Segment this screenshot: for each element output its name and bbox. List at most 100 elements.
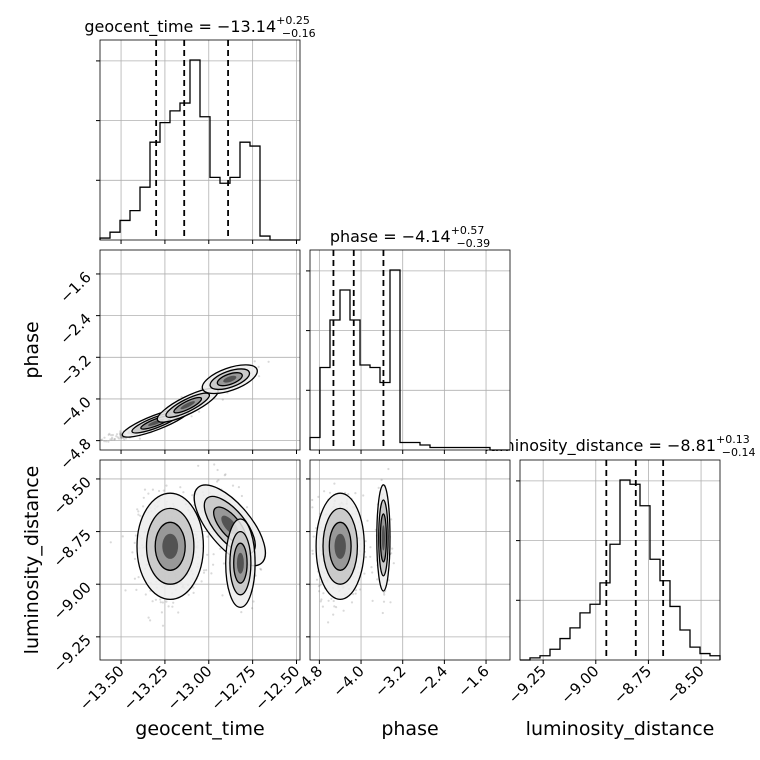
panel-geocent-time-vs-phase-ytick-label-3: −2.4 — [56, 310, 94, 348]
panel-geocent-time-vs-phase-point-159 — [120, 437, 123, 440]
panel-geocent-time-vs-phase-point-196 — [198, 410, 201, 413]
panel-phase-vs-luminosity-distance-xtick-label-1: −4.0 — [329, 662, 367, 700]
panel-geocent-time-vs-luminosity-distance-point-376 — [162, 489, 165, 492]
panel-phase-vs-luminosity-distance-point-2 — [347, 493, 350, 496]
panel-phase-vs-luminosity-distance-point-326 — [327, 599, 330, 602]
panel-geocent-time-vs-phase-point-722 — [110, 438, 113, 441]
panel-geocent-time-vs-phase-point-691 — [101, 438, 104, 441]
panel-geocent-time-vs-luminosity-distance-point-368 — [135, 588, 138, 592]
hist-geocent-time-frame — [99, 39, 301, 241]
panel-geocent-time-vs-phase-contour-2-3 — [223, 375, 237, 383]
hist-luminosity-distance-steps — [520, 479, 721, 661]
panel-geocent-time-vs-luminosity-distance-point-435 — [212, 553, 215, 556]
panel-phase-vs-luminosity-distance-point-435 — [318, 590, 321, 593]
hist-luminosity-distance-xtick-label-1: −9.00 — [557, 662, 602, 707]
panel-geocent-time-vs-luminosity-distance-point-440 — [167, 605, 170, 608]
panel-geocent-time-vs-phase-point-717 — [107, 440, 110, 443]
panel-geocent-time-vs-phase-point-721 — [119, 433, 122, 436]
panel-geocent-time-vs-luminosity-distance-contour-0-3 — [162, 533, 179, 559]
panel-geocent-time-vs-phase-point-571 — [253, 360, 256, 363]
panel-geocent-time-vs-luminosity-distance-point-594 — [260, 568, 263, 571]
panel-geocent-time-vs-luminosity-distance-point-63 — [142, 496, 145, 499]
panel-geocent-time-vs-luminosity-distance-point-645 — [213, 463, 216, 466]
panel-phase-vs-luminosity-distance-point-259 — [320, 598, 323, 601]
panel-geocent-time-vs-luminosity-distance-point-709 — [252, 600, 255, 603]
panel-phase-vs-luminosity-distance-point-8 — [322, 592, 325, 595]
panel-geocent-time-vs-luminosity-distance-ytick-label-3: −8.50 — [50, 473, 95, 518]
panel-phase-vs-luminosity-distance-point-98 — [328, 491, 332, 494]
panel-geocent-time-vs-phase-frame — [99, 249, 301, 451]
panel-phase-vs-luminosity-distance-point-241 — [319, 600, 322, 603]
panel-geocent-time-vs-phase-point-677 — [103, 436, 106, 439]
panel-phase-vs-luminosity-distance-point-577 — [383, 593, 386, 596]
panel-geocent-time-vs-luminosity-distance-xtick-label-0: −13.50 — [76, 662, 128, 714]
panel-phase-vs-luminosity-distance-point-666 — [390, 518, 393, 521]
panel-geocent-time-vs-luminosity-distance-point-746 — [240, 611, 243, 614]
panel-phase-vs-luminosity-distance-point-389 — [323, 490, 326, 493]
panel-geocent-time-vs-luminosity-distance-point-261 — [171, 605, 174, 608]
panel-phase-vs-luminosity-distance-point-243 — [317, 495, 320, 498]
panel-geocent-time-vs-luminosity-distance-frame — [99, 459, 301, 661]
panel-geocent-time-vs-phase-point-715 — [110, 434, 113, 437]
panel-geocent-time-vs-luminosity-distance-point-401 — [165, 484, 168, 487]
panel-geocent-time-vs-luminosity-distance-ytick-label-1: −9.00 — [50, 578, 95, 623]
panel-geocent-time-vs-luminosity-distance-point-26 — [179, 486, 182, 489]
panel-geocent-time-vs-luminosity-distance-point-656 — [223, 474, 226, 477]
panel-phase-vs-luminosity-distance-point-206 — [354, 589, 358, 592]
panel-geocent-time-vs-luminosity-distance-point-349 — [109, 541, 112, 544]
panel-geocent-time-vs-luminosity-distance-point-691 — [197, 464, 200, 467]
panel-phase-vs-luminosity-distance-point-523 — [376, 578, 379, 581]
panel-geocent-time-vs-phase-point-699 — [111, 436, 114, 439]
panel-phase-vs-luminosity-distance-point-11 — [354, 492, 357, 495]
panel-phase-vs-luminosity-distance-point-112 — [354, 592, 357, 595]
panel-phase-vs-luminosity-distance-point-42 — [362, 494, 365, 497]
panel-phase-vs-luminosity-distance-point-606 — [380, 478, 383, 481]
panel-geocent-time-vs-luminosity-distance-point-769 — [222, 562, 225, 565]
panel-phase-vs-luminosity-distance-point-197 — [352, 593, 355, 596]
panel-geocent-time-vs-phase-point-708 — [119, 433, 122, 436]
panel-geocent-time-vs-luminosity-distance-point-195 — [177, 611, 180, 614]
panel-phase-vs-luminosity-distance-point-679 — [382, 591, 386, 594]
panel-geocent-time-vs-luminosity-distance-point-111 — [134, 534, 137, 537]
panel-geocent-time-vs-luminosity-distance-point-101 — [161, 601, 164, 604]
panel-geocent-time-vs-phase-point-716 — [119, 432, 123, 435]
panel-geocent-time-vs-luminosity-distance-point-420 — [131, 551, 134, 554]
panel-geocent-time-vs-phase-point-703 — [105, 440, 108, 443]
panel-geocent-time-vs-luminosity-distance-point-110 — [191, 494, 194, 497]
panel-geocent-time-vs-luminosity-distance-contour-2-3 — [236, 552, 244, 574]
panel-phase-vs-luminosity-distance-contour-1-3 — [381, 525, 385, 551]
panel-geocent-time-vs-luminosity-distance-point-532 — [216, 468, 219, 472]
panel-geocent-time-vs-luminosity-distance-point-751 — [221, 594, 224, 597]
hist-luminosity-distance-xtick-label-0: −9.25 — [505, 662, 550, 707]
title-geocent-time: geocent_time = −13.14+0.25 −0.16 — [84, 14, 315, 40]
panel-geocent-time-vs-phase-point-709 — [119, 436, 122, 439]
panel-geocent-time-vs-phase-point-711 — [118, 437, 121, 440]
panel-geocent-time-vs-phase-point-244 — [109, 438, 112, 441]
panel-geocent-time-vs-luminosity-distance-point-202 — [159, 601, 162, 604]
panel-geocent-time-vs-luminosity-distance-point-416 — [151, 600, 154, 603]
panel-phase-vs-luminosity-distance-point-109 — [364, 556, 367, 559]
panel-geocent-time-vs-luminosity-distance-point-455 — [200, 580, 203, 583]
panel-geocent-time-vs-luminosity-distance-point-341 — [124, 589, 127, 592]
panel-geocent-time-vs-phase-point-175 — [100, 439, 103, 442]
panel-phase-vs-luminosity-distance-point-360 — [312, 535, 315, 538]
panel-geocent-time-vs-phase-ytick-label-2: −3.2 — [56, 351, 94, 389]
panel-phase-vs-luminosity-distance-point-494 — [387, 467, 390, 471]
panel-phase-vs-luminosity-distance-point-664 — [381, 611, 384, 615]
panel-phase-vs-luminosity-distance-point-673 — [387, 579, 390, 582]
hist-luminosity-distance-frame — [519, 459, 721, 661]
panel-geocent-time-vs-luminosity-distance-point-353 — [137, 513, 140, 516]
panel-geocent-time-vs-phase-ytick-label-1: −4.0 — [56, 393, 94, 431]
panel-geocent-time-vs-phase-point-565 — [257, 365, 260, 368]
panel-phase-vs-luminosity-distance-point-41 — [311, 552, 314, 555]
panel-geocent-time-vs-luminosity-distance-point-367 — [165, 600, 168, 603]
panel-geocent-time-vs-luminosity-distance-point-274 — [161, 624, 165, 627]
panel-geocent-time-vs-phase-contour-1-3 — [180, 401, 195, 410]
panel-phase-vs-luminosity-distance-point-238 — [342, 609, 345, 612]
panel-geocent-time-vs-luminosity-distance-point-32 — [187, 593, 190, 596]
panel-phase-vs-luminosity-distance-point-469 — [311, 506, 314, 509]
panel-geocent-time-vs-luminosity-distance-point-311 — [133, 557, 137, 561]
panel-phase-vs-luminosity-distance-point-370 — [330, 597, 333, 600]
panel-phase-vs-luminosity-distance-point-352 — [364, 540, 367, 543]
